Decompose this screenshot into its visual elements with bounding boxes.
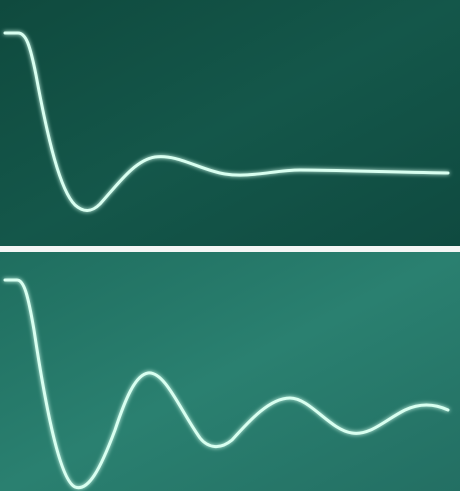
panel-background <box>0 252 460 491</box>
bottom-panel <box>0 252 460 491</box>
photo <box>0 0 460 491</box>
top-panel <box>0 0 460 246</box>
separator <box>0 246 460 252</box>
panel-background <box>0 0 460 246</box>
